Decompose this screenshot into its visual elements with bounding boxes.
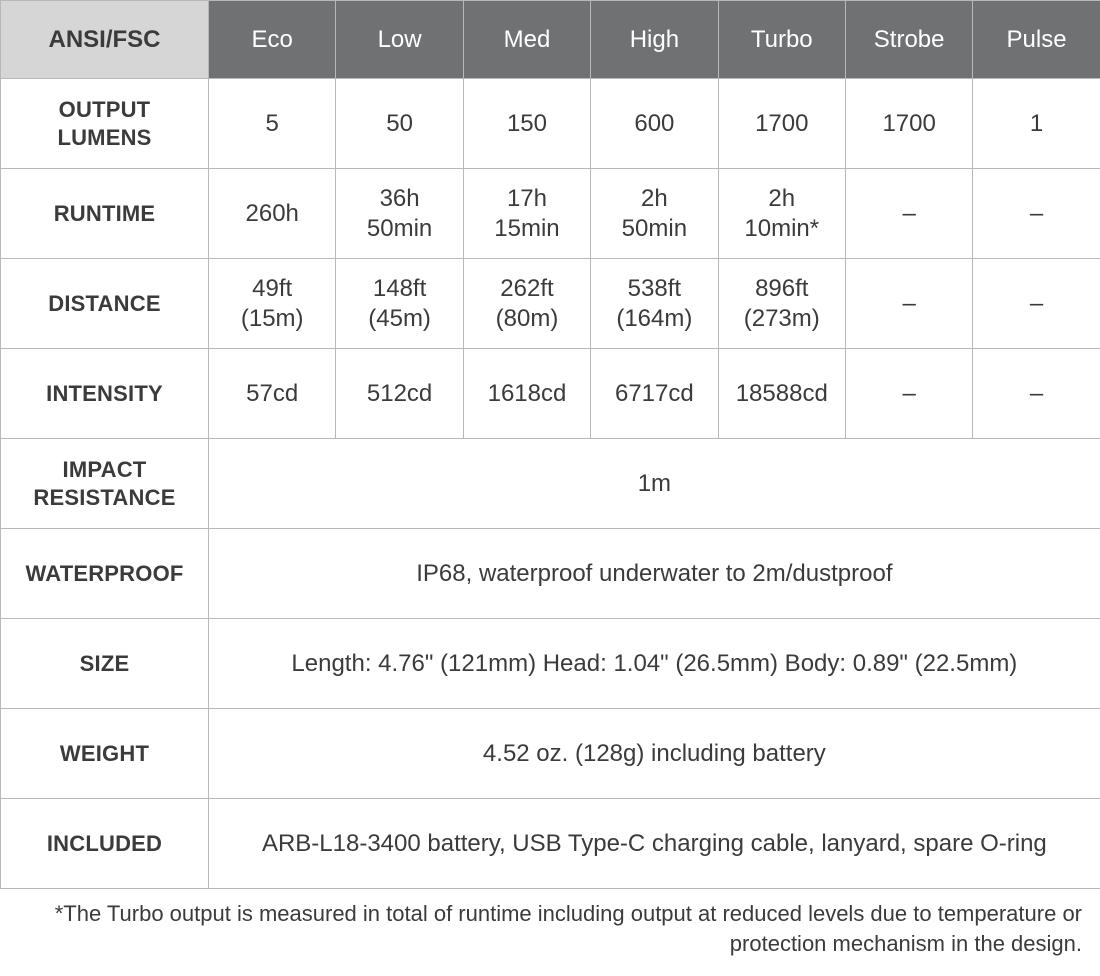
table-row: IMPACTRESISTANCE 1m xyxy=(1,439,1100,529)
data-cell: – xyxy=(845,169,972,259)
data-cell: 896ft(273m) xyxy=(718,259,845,349)
span-cell-included: ARB-L18-3400 battery, USB Type-C chargin… xyxy=(209,799,1100,889)
table-row: DISTANCE 49ft(15m) 148ft(45m) 262ft(80m)… xyxy=(1,259,1100,349)
mode-header-high: High xyxy=(591,1,718,79)
mode-header-turbo: Turbo xyxy=(718,1,845,79)
data-cell: 538ft(164m) xyxy=(591,259,718,349)
data-cell: 18588cd xyxy=(718,349,845,439)
data-cell: 6717cd xyxy=(591,349,718,439)
mode-header-strobe: Strobe xyxy=(845,1,972,79)
table-row: INCLUDED ARB-L18-3400 battery, USB Type-… xyxy=(1,799,1100,889)
data-cell: 148ft(45m) xyxy=(336,259,463,349)
data-cell: 262ft(80m) xyxy=(463,259,590,349)
data-cell: 1700 xyxy=(718,79,845,169)
mode-header-med: Med xyxy=(463,1,590,79)
span-cell-weight: 4.52 oz. (128g) including battery xyxy=(209,709,1100,799)
data-cell: 49ft(15m) xyxy=(209,259,336,349)
data-cell: 150 xyxy=(463,79,590,169)
table-row: RUNTIME 260h 36h50min 17h15min 2h50min 2… xyxy=(1,169,1100,259)
row-label-waterproof: WATERPROOF xyxy=(1,529,209,619)
data-cell: 1700 xyxy=(845,79,972,169)
data-cell: 1618cd xyxy=(463,349,590,439)
span-cell-size: Length: 4.76" (121mm) Head: 1.04" (26.5m… xyxy=(209,619,1100,709)
span-cell-impact-resistance: 1m xyxy=(209,439,1100,529)
data-cell: 57cd xyxy=(209,349,336,439)
row-label-output-lumens: OUTPUTLUMENS xyxy=(1,79,209,169)
data-cell: 2h10min* xyxy=(718,169,845,259)
table-row: OUTPUTLUMENS 5 50 150 600 1700 1700 1 xyxy=(1,79,1100,169)
data-cell: 17h15min xyxy=(463,169,590,259)
table-row: WATERPROOF IP68, waterproof underwater t… xyxy=(1,529,1100,619)
data-cell: 2h50min xyxy=(591,169,718,259)
row-label-runtime: RUNTIME xyxy=(1,169,209,259)
data-cell: – xyxy=(845,259,972,349)
header-row: ANSI/FSC Eco Low Med High Turbo Strobe P… xyxy=(1,1,1100,79)
data-cell: 1 xyxy=(973,79,1100,169)
footnote: *The Turbo output is measured in total o… xyxy=(0,889,1100,958)
data-cell: – xyxy=(845,349,972,439)
data-cell: – xyxy=(973,169,1100,259)
row-label-weight: WEIGHT xyxy=(1,709,209,799)
row-label-size: SIZE xyxy=(1,619,209,709)
row-label-impact-resistance: IMPACTRESISTANCE xyxy=(1,439,209,529)
row-label-intensity: INTENSITY xyxy=(1,349,209,439)
spec-table: ANSI/FSC Eco Low Med High Turbo Strobe P… xyxy=(0,0,1100,889)
mode-header-eco: Eco xyxy=(209,1,336,79)
corner-cell: ANSI/FSC xyxy=(1,1,209,79)
table-row: WEIGHT 4.52 oz. (128g) including battery xyxy=(1,709,1100,799)
data-cell: – xyxy=(973,349,1100,439)
mode-header-pulse: Pulse xyxy=(973,1,1100,79)
table-row: INTENSITY 57cd 512cd 1618cd 6717cd 18588… xyxy=(1,349,1100,439)
data-cell: 512cd xyxy=(336,349,463,439)
mode-header-low: Low xyxy=(336,1,463,79)
table-body: OUTPUTLUMENS 5 50 150 600 1700 1700 1 RU… xyxy=(1,79,1100,889)
data-cell: 600 xyxy=(591,79,718,169)
span-cell-waterproof: IP68, waterproof underwater to 2m/dustpr… xyxy=(209,529,1100,619)
row-label-distance: DISTANCE xyxy=(1,259,209,349)
table-row: SIZE Length: 4.76" (121mm) Head: 1.04" (… xyxy=(1,619,1100,709)
data-cell: 260h xyxy=(209,169,336,259)
row-label-included: INCLUDED xyxy=(1,799,209,889)
data-cell: 36h50min xyxy=(336,169,463,259)
data-cell: 50 xyxy=(336,79,463,169)
data-cell: 5 xyxy=(209,79,336,169)
data-cell: – xyxy=(973,259,1100,349)
